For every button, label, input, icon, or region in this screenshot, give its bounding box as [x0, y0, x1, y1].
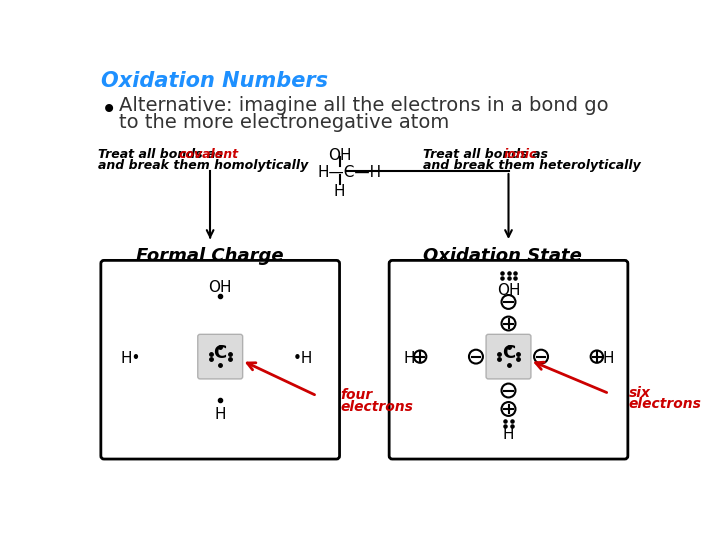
Text: Oxidation Numbers: Oxidation Numbers: [101, 71, 328, 91]
FancyBboxPatch shape: [389, 260, 628, 459]
Text: electrons: electrons: [629, 397, 701, 411]
Text: covalent: covalent: [179, 148, 238, 161]
Text: ionic: ionic: [504, 148, 537, 161]
Text: H—C—H: H—C—H: [318, 165, 382, 180]
Text: to the more electronegative atom: to the more electronegative atom: [120, 112, 450, 132]
FancyBboxPatch shape: [101, 260, 340, 459]
Text: •: •: [101, 96, 117, 124]
Text: Treat all bonds as: Treat all bonds as: [423, 148, 553, 161]
Text: four: four: [341, 388, 372, 402]
FancyBboxPatch shape: [198, 334, 243, 379]
Text: C: C: [214, 344, 227, 362]
Text: H: H: [503, 428, 514, 442]
Text: •H: •H: [293, 351, 313, 366]
Text: OH: OH: [497, 284, 521, 299]
Text: Treat all bonds as: Treat all bonds as: [98, 148, 227, 161]
Text: Alternative: imagine all the electrons in a bond go: Alternative: imagine all the electrons i…: [120, 96, 609, 114]
Text: OH: OH: [209, 280, 232, 295]
Text: H: H: [403, 351, 415, 366]
Text: OH: OH: [328, 148, 351, 163]
Text: electrons: electrons: [341, 400, 413, 414]
Text: and break them heterolytically: and break them heterolytically: [423, 159, 641, 172]
Text: H•: H•: [121, 351, 141, 366]
Text: H: H: [215, 408, 226, 422]
Text: C: C: [502, 344, 515, 362]
Text: and break them homolytically: and break them homolytically: [98, 159, 308, 172]
Text: six: six: [629, 386, 651, 400]
Text: Formal Charge: Formal Charge: [137, 247, 284, 265]
FancyBboxPatch shape: [486, 334, 531, 379]
Text: Oxidation State: Oxidation State: [423, 247, 582, 265]
Text: H: H: [334, 184, 346, 199]
Text: H: H: [603, 351, 614, 366]
